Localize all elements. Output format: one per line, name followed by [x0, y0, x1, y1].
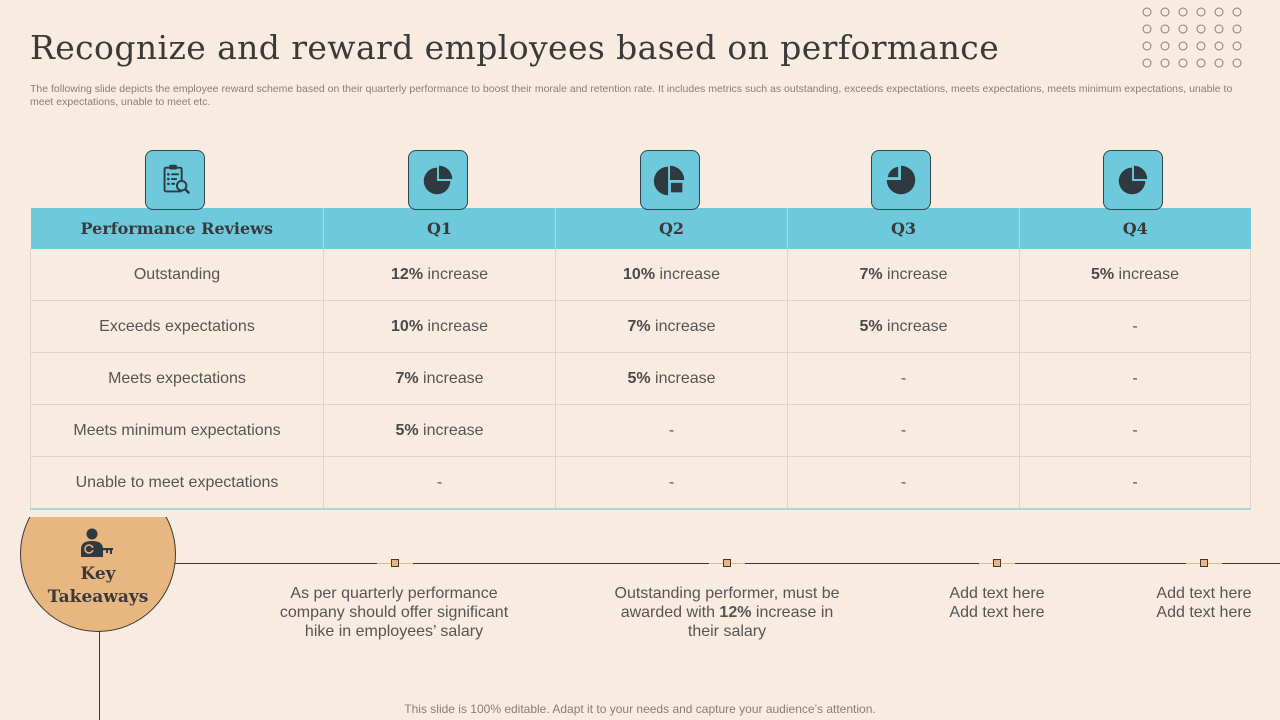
- table-cell: 7% increase: [555, 300, 788, 353]
- performance-reward-table: Performance Reviews Q1 Q2 Q3 Q4 Outstand…: [30, 208, 1251, 510]
- takeaway-text-1: As per quarterly performance company sho…: [279, 585, 509, 640]
- row-label: Meets minimum expectations: [30, 404, 324, 457]
- table-cell: -: [555, 404, 788, 457]
- pie-chart-icon: [886, 165, 916, 195]
- table-cell: 5% increase: [555, 352, 788, 405]
- timeline-marker: [979, 559, 1015, 567]
- table-header-row: Performance Reviews Q1 Q2 Q3 Q4: [30, 208, 1251, 249]
- row-label: Exceeds expectations: [30, 300, 324, 353]
- header-q3: Q3: [787, 208, 1020, 249]
- footer-note: This slide is 100% editable. Adapt it to…: [404, 702, 876, 716]
- table-cell: -: [1019, 352, 1251, 405]
- row-label: Outstanding: [30, 249, 324, 301]
- q3-pie-icon-tile: [871, 150, 931, 210]
- table-cell: 12% increase: [323, 249, 556, 301]
- table-cell: -: [787, 404, 1020, 457]
- q4-pie-icon-tile: [1103, 150, 1163, 210]
- table-cell: -: [787, 456, 1020, 510]
- q1-pie-icon-tile: [408, 150, 468, 210]
- header-q1: Q1: [323, 208, 556, 249]
- table-cell: -: [1019, 300, 1251, 353]
- table-cell: 10% increase: [555, 249, 788, 301]
- table-cell: -: [555, 456, 788, 510]
- table-row: Exceeds expectations 10% increase 7% inc…: [30, 300, 1251, 353]
- page-subtitle: The following slide depicts the employee…: [30, 83, 1233, 108]
- table-row: Outstanding 12% increase 10% increase 7%…: [30, 249, 1251, 301]
- page-title: Recognize and reward employees based on …: [30, 28, 1000, 67]
- takeaway-text-2: Outstanding performer, must be awarded w…: [614, 585, 840, 640]
- key-takeaways-label: Key Takeaways: [47, 564, 149, 607]
- header-q2: Q2: [555, 208, 788, 249]
- table-cell: 5% increase: [787, 300, 1020, 353]
- timeline-marker: [377, 559, 413, 567]
- table-cell: 7% increase: [323, 352, 556, 405]
- person-key-icon: [81, 528, 113, 557]
- timeline-marker: [709, 559, 745, 567]
- table-cell: -: [323, 456, 556, 510]
- pie-chart-icon: [423, 165, 453, 195]
- row-label: Unable to meet expectations: [30, 456, 324, 510]
- takeaway-text-4: Add text here Add text here: [1156, 585, 1252, 621]
- table-cell: -: [1019, 456, 1251, 510]
- timeline-marker: [1186, 559, 1222, 567]
- table-cell: -: [1019, 404, 1251, 457]
- pie-chart-icon: [1118, 165, 1148, 195]
- q2-pie-icon-tile: [640, 150, 700, 210]
- table-row: Meets expectations 7% increase 5% increa…: [30, 352, 1251, 405]
- performance-review-icon-tile: [145, 150, 205, 210]
- table-cell: 5% increase: [1019, 249, 1251, 301]
- table-cell: -: [787, 352, 1020, 405]
- takeaway-text-3: Add text here Add text here: [949, 585, 1045, 621]
- table-cell: 10% increase: [323, 300, 556, 353]
- table-cell: 7% increase: [787, 249, 1020, 301]
- header-performance-reviews: Performance Reviews: [30, 208, 324, 249]
- performance-review-icon: [163, 164, 191, 195]
- takeaway-timeline-vertical: [99, 628, 100, 720]
- row-label: Meets expectations: [30, 352, 324, 405]
- table-cell: 5% increase: [323, 404, 556, 457]
- pie-chart-icon: [653, 165, 685, 196]
- header-q4: Q4: [1019, 208, 1251, 249]
- table-row: Meets minimum expectations 5% increase -…: [30, 404, 1251, 457]
- table-row: Unable to meet expectations - - - -: [30, 456, 1251, 510]
- decorative-dot-grid: [1142, 7, 1242, 68]
